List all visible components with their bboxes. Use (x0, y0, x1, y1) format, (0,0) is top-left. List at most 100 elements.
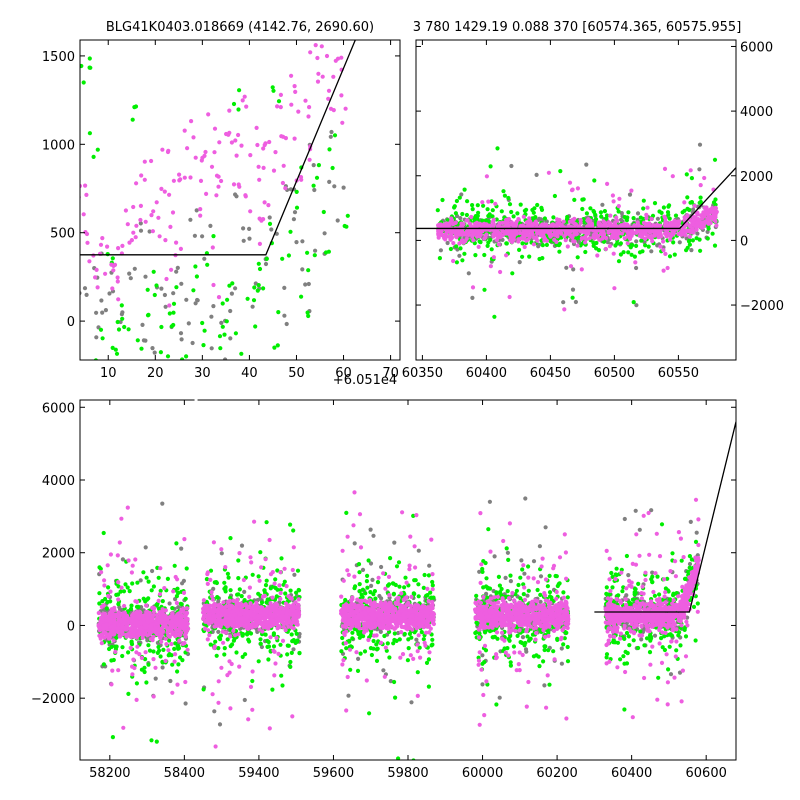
data-point (613, 243, 618, 248)
data-point (272, 345, 277, 350)
data-point (165, 354, 171, 359)
data-point (115, 319, 120, 325)
data-point (712, 243, 718, 248)
data-point (144, 597, 150, 602)
data-point (109, 644, 114, 650)
data-point (173, 574, 178, 580)
data-point (629, 188, 634, 193)
data-point (248, 684, 254, 690)
data-point (254, 125, 259, 130)
model-line (416, 167, 736, 230)
data-point (663, 251, 668, 256)
data-point (129, 603, 134, 608)
data-point (283, 186, 288, 191)
data-point (263, 583, 269, 588)
data-point (500, 228, 505, 234)
y-tick-label: 6000 (740, 40, 773, 55)
data-point (525, 237, 530, 242)
data-point (185, 621, 190, 626)
data-point (194, 274, 199, 279)
data-point (264, 578, 269, 583)
data-point (183, 701, 188, 706)
data-point (228, 634, 233, 639)
data-point (243, 611, 248, 616)
data-point (278, 92, 283, 97)
data-point (163, 238, 168, 243)
data-point (604, 216, 609, 221)
data-point (185, 647, 190, 652)
data-point (125, 505, 130, 510)
data-point (143, 629, 148, 635)
data-point (217, 334, 223, 339)
data-point (215, 623, 221, 628)
data-point (260, 594, 266, 599)
data-point (471, 238, 476, 243)
data-point (291, 626, 296, 631)
data-point (138, 203, 143, 208)
data-point (673, 213, 679, 218)
data-point (459, 192, 464, 197)
data-point (209, 594, 214, 599)
data-point (272, 673, 277, 678)
data-point (237, 88, 242, 93)
data-point (635, 220, 640, 225)
data-point (631, 300, 636, 305)
data-point (221, 600, 226, 605)
data-point (95, 285, 100, 290)
data-point (123, 582, 128, 587)
data-point (210, 597, 216, 602)
data-point (477, 239, 482, 244)
data-point (521, 214, 526, 219)
data-point (205, 262, 210, 267)
data-point (273, 613, 278, 618)
data-point (457, 229, 462, 234)
data-point (251, 298, 257, 303)
data-point (284, 321, 289, 327)
data-point (379, 564, 384, 570)
data-point (290, 567, 295, 573)
data-point (250, 304, 255, 309)
data-point (216, 184, 221, 189)
data-point (701, 224, 706, 229)
data-point (289, 596, 294, 601)
data-point (211, 586, 216, 592)
data-point (149, 588, 154, 593)
data-point (438, 248, 443, 253)
data-point (233, 286, 238, 291)
data-point (507, 294, 512, 300)
data-point (242, 697, 247, 703)
data-point (639, 238, 644, 243)
data-point (162, 189, 167, 194)
data-point (697, 142, 703, 147)
data-point (87, 56, 92, 61)
data-point (133, 626, 138, 631)
data-point (694, 236, 699, 241)
data-point (491, 223, 496, 228)
data-point (223, 565, 228, 570)
data-point (254, 600, 259, 606)
data-point (627, 192, 633, 197)
data-point (237, 551, 242, 556)
data-point (236, 182, 241, 187)
data-point (160, 599, 165, 604)
points-top-left (80, 43, 350, 360)
data-point (160, 659, 165, 665)
data-point (444, 221, 449, 226)
data-point (596, 222, 601, 227)
data-point (368, 527, 373, 532)
data-point (591, 208, 596, 214)
data-point (256, 574, 261, 579)
data-point (229, 291, 234, 296)
data-point (127, 589, 132, 594)
data-point (143, 338, 148, 343)
data-point (252, 519, 257, 524)
data-point (288, 522, 293, 527)
data-point (708, 214, 713, 219)
data-point (176, 646, 181, 651)
data-point (602, 231, 607, 236)
data-point (172, 563, 177, 568)
data-point (227, 598, 232, 603)
data-point (193, 264, 198, 269)
data-point (143, 650, 148, 655)
data-point (222, 646, 227, 651)
